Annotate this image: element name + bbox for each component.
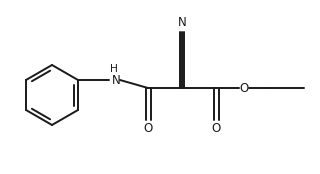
Text: N: N <box>112 73 120 86</box>
Text: O: O <box>212 122 220 136</box>
Text: O: O <box>143 122 153 136</box>
Text: H: H <box>110 64 118 74</box>
Text: O: O <box>239 81 249 94</box>
Text: N: N <box>178 17 186 30</box>
